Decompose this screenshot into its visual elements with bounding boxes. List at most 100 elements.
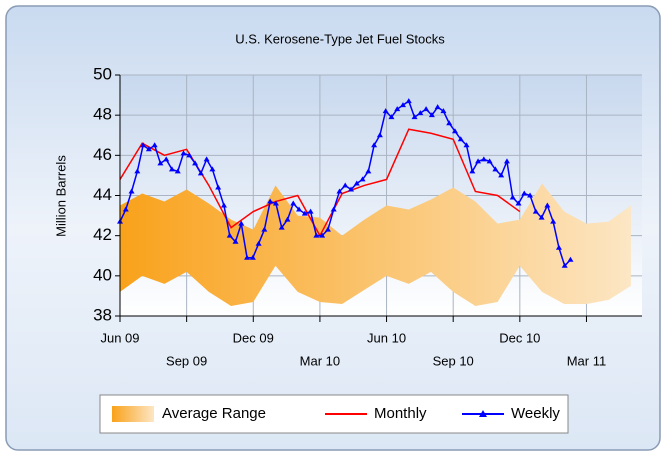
point-marker: [278, 224, 285, 230]
point-marker: [417, 110, 424, 116]
point-marker: [174, 168, 181, 174]
point-marker: [544, 202, 551, 208]
point-marker: [267, 198, 274, 204]
point-marker: [232, 238, 239, 244]
point-marker: [151, 142, 158, 148]
point-marker: [215, 184, 222, 190]
point-marker: [555, 244, 562, 250]
point-marker: [365, 168, 372, 174]
point-marker: [134, 168, 141, 174]
point-marker: [226, 232, 233, 238]
y-tick-label: 48: [93, 105, 112, 124]
point-marker: [249, 254, 256, 260]
point-marker: [244, 254, 251, 260]
point-marker: [197, 170, 204, 176]
point-marker: [463, 142, 470, 148]
chart-title: U.S. Kerosene-Type Jet Fuel Stocks: [235, 31, 445, 46]
point-marker: [336, 188, 343, 194]
x-tick-label: Jun 10: [367, 330, 406, 345]
point-marker: [140, 142, 147, 148]
point-marker: [272, 200, 279, 206]
point-marker: [561, 262, 568, 268]
y-tick-label: 50: [93, 64, 112, 83]
point-marker: [376, 132, 383, 138]
point-marker: [301, 210, 308, 216]
point-marker: [446, 120, 453, 126]
y-tick-label: 46: [93, 145, 112, 164]
point-marker: [284, 216, 291, 222]
point-marker: [434, 104, 441, 110]
point-marker: [261, 226, 268, 232]
point-marker: [538, 214, 545, 220]
point-marker: [521, 190, 528, 196]
point-marker: [342, 182, 349, 188]
point-marker: [203, 156, 210, 162]
point-marker: [532, 208, 539, 214]
point-marker: [480, 156, 487, 162]
point-marker: [290, 200, 297, 206]
point-marker: [168, 166, 175, 172]
point-marker: [498, 172, 505, 178]
point-marker: [399, 102, 406, 108]
x-tick-label: Jun 09: [100, 330, 139, 345]
point-marker: [371, 142, 378, 148]
average-range-band: [120, 183, 631, 306]
point-marker: [348, 186, 355, 192]
point-marker: [145, 146, 152, 152]
point-marker: [509, 194, 516, 200]
point-marker: [353, 180, 360, 186]
legend-label: Monthly: [374, 405, 427, 422]
point-marker: [515, 200, 522, 206]
point-marker: [238, 220, 245, 226]
point-marker: [503, 158, 510, 164]
point-marker: [220, 202, 227, 208]
point-marker: [457, 136, 464, 142]
point-marker: [157, 160, 164, 166]
point-marker: [359, 176, 366, 182]
x-tick-label: Mar 11: [567, 353, 607, 368]
x-tick-label: Sep 09: [166, 353, 207, 368]
point-marker: [428, 112, 435, 118]
legend-label: Weekly: [511, 405, 560, 422]
legend-swatch: [112, 406, 154, 422]
point-marker: [451, 128, 458, 134]
point-marker: [475, 158, 482, 164]
legend-label: Average Range: [162, 405, 266, 422]
y-tick-label: 38: [93, 305, 112, 324]
point-marker: [550, 218, 557, 224]
point-marker: [255, 240, 262, 246]
point-marker: [180, 150, 187, 156]
point-marker: [128, 188, 135, 194]
point-marker: [394, 106, 401, 112]
point-marker: [307, 208, 314, 214]
point-marker: [122, 206, 129, 212]
point-marker: [469, 168, 476, 174]
point-marker: [382, 108, 389, 114]
point-marker: [388, 114, 395, 120]
x-tick-label: Mar 10: [300, 353, 340, 368]
point-marker: [296, 206, 303, 212]
point-marker: [319, 232, 326, 238]
point-marker: [163, 156, 170, 162]
point-marker: [324, 226, 331, 232]
point-marker: [209, 166, 216, 172]
y-tick-label: 44: [93, 185, 112, 204]
x-tick-label: Dec 09: [233, 330, 274, 345]
x-tick-label: Sep 10: [433, 353, 474, 368]
point-marker: [440, 108, 447, 114]
point-marker: [492, 166, 499, 172]
y-axis-label: Million Barrels: [53, 155, 68, 237]
point-marker: [567, 256, 574, 262]
point-marker: [330, 206, 337, 212]
y-tick-label: 40: [93, 265, 112, 284]
point-marker: [527, 192, 534, 198]
point-marker: [423, 106, 430, 112]
point-marker: [405, 98, 412, 104]
legend-marker: [479, 410, 487, 417]
point-marker: [486, 158, 493, 164]
point-marker: [313, 232, 320, 238]
y-tick-label: 42: [93, 225, 112, 244]
point-marker: [186, 152, 193, 158]
